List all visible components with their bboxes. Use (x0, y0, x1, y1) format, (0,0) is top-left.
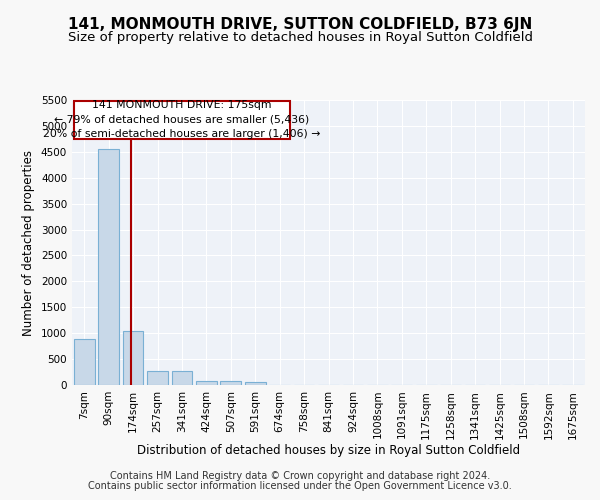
Text: 141 MONMOUTH DRIVE: 175sqm
← 79% of detached houses are smaller (5,436)
20% of s: 141 MONMOUTH DRIVE: 175sqm ← 79% of deta… (43, 100, 320, 140)
Bar (98, 149, 119, 385)
Text: Size of property relative to detached houses in Royal Sutton Coldfield: Size of property relative to detached ho… (67, 31, 533, 44)
Text: 141, MONMOUTH DRIVE, SUTTON COLDFIELD, B73 6JN: 141, MONMOUTH DRIVE, SUTTON COLDFIELD, B… (68, 18, 532, 32)
Bar (196, 381, 217, 385)
Text: Contains public sector information licensed under the Open Government Licence v3: Contains public sector information licen… (88, 481, 512, 491)
Bar (245, 382, 266, 385)
Text: Contains HM Land Registry data © Crown copyright and database right 2024.: Contains HM Land Registry data © Crown c… (110, 471, 490, 481)
Bar (74, 340, 95, 385)
Bar (172, 371, 193, 385)
Bar (220, 381, 241, 385)
Bar (147, 371, 168, 385)
Y-axis label: Number of detached properties: Number of detached properties (22, 150, 35, 336)
FancyBboxPatch shape (74, 100, 290, 139)
X-axis label: Distribution of detached houses by size in Royal Sutton Coldfield: Distribution of detached houses by size … (137, 444, 520, 457)
Bar (122, 330, 143, 385)
